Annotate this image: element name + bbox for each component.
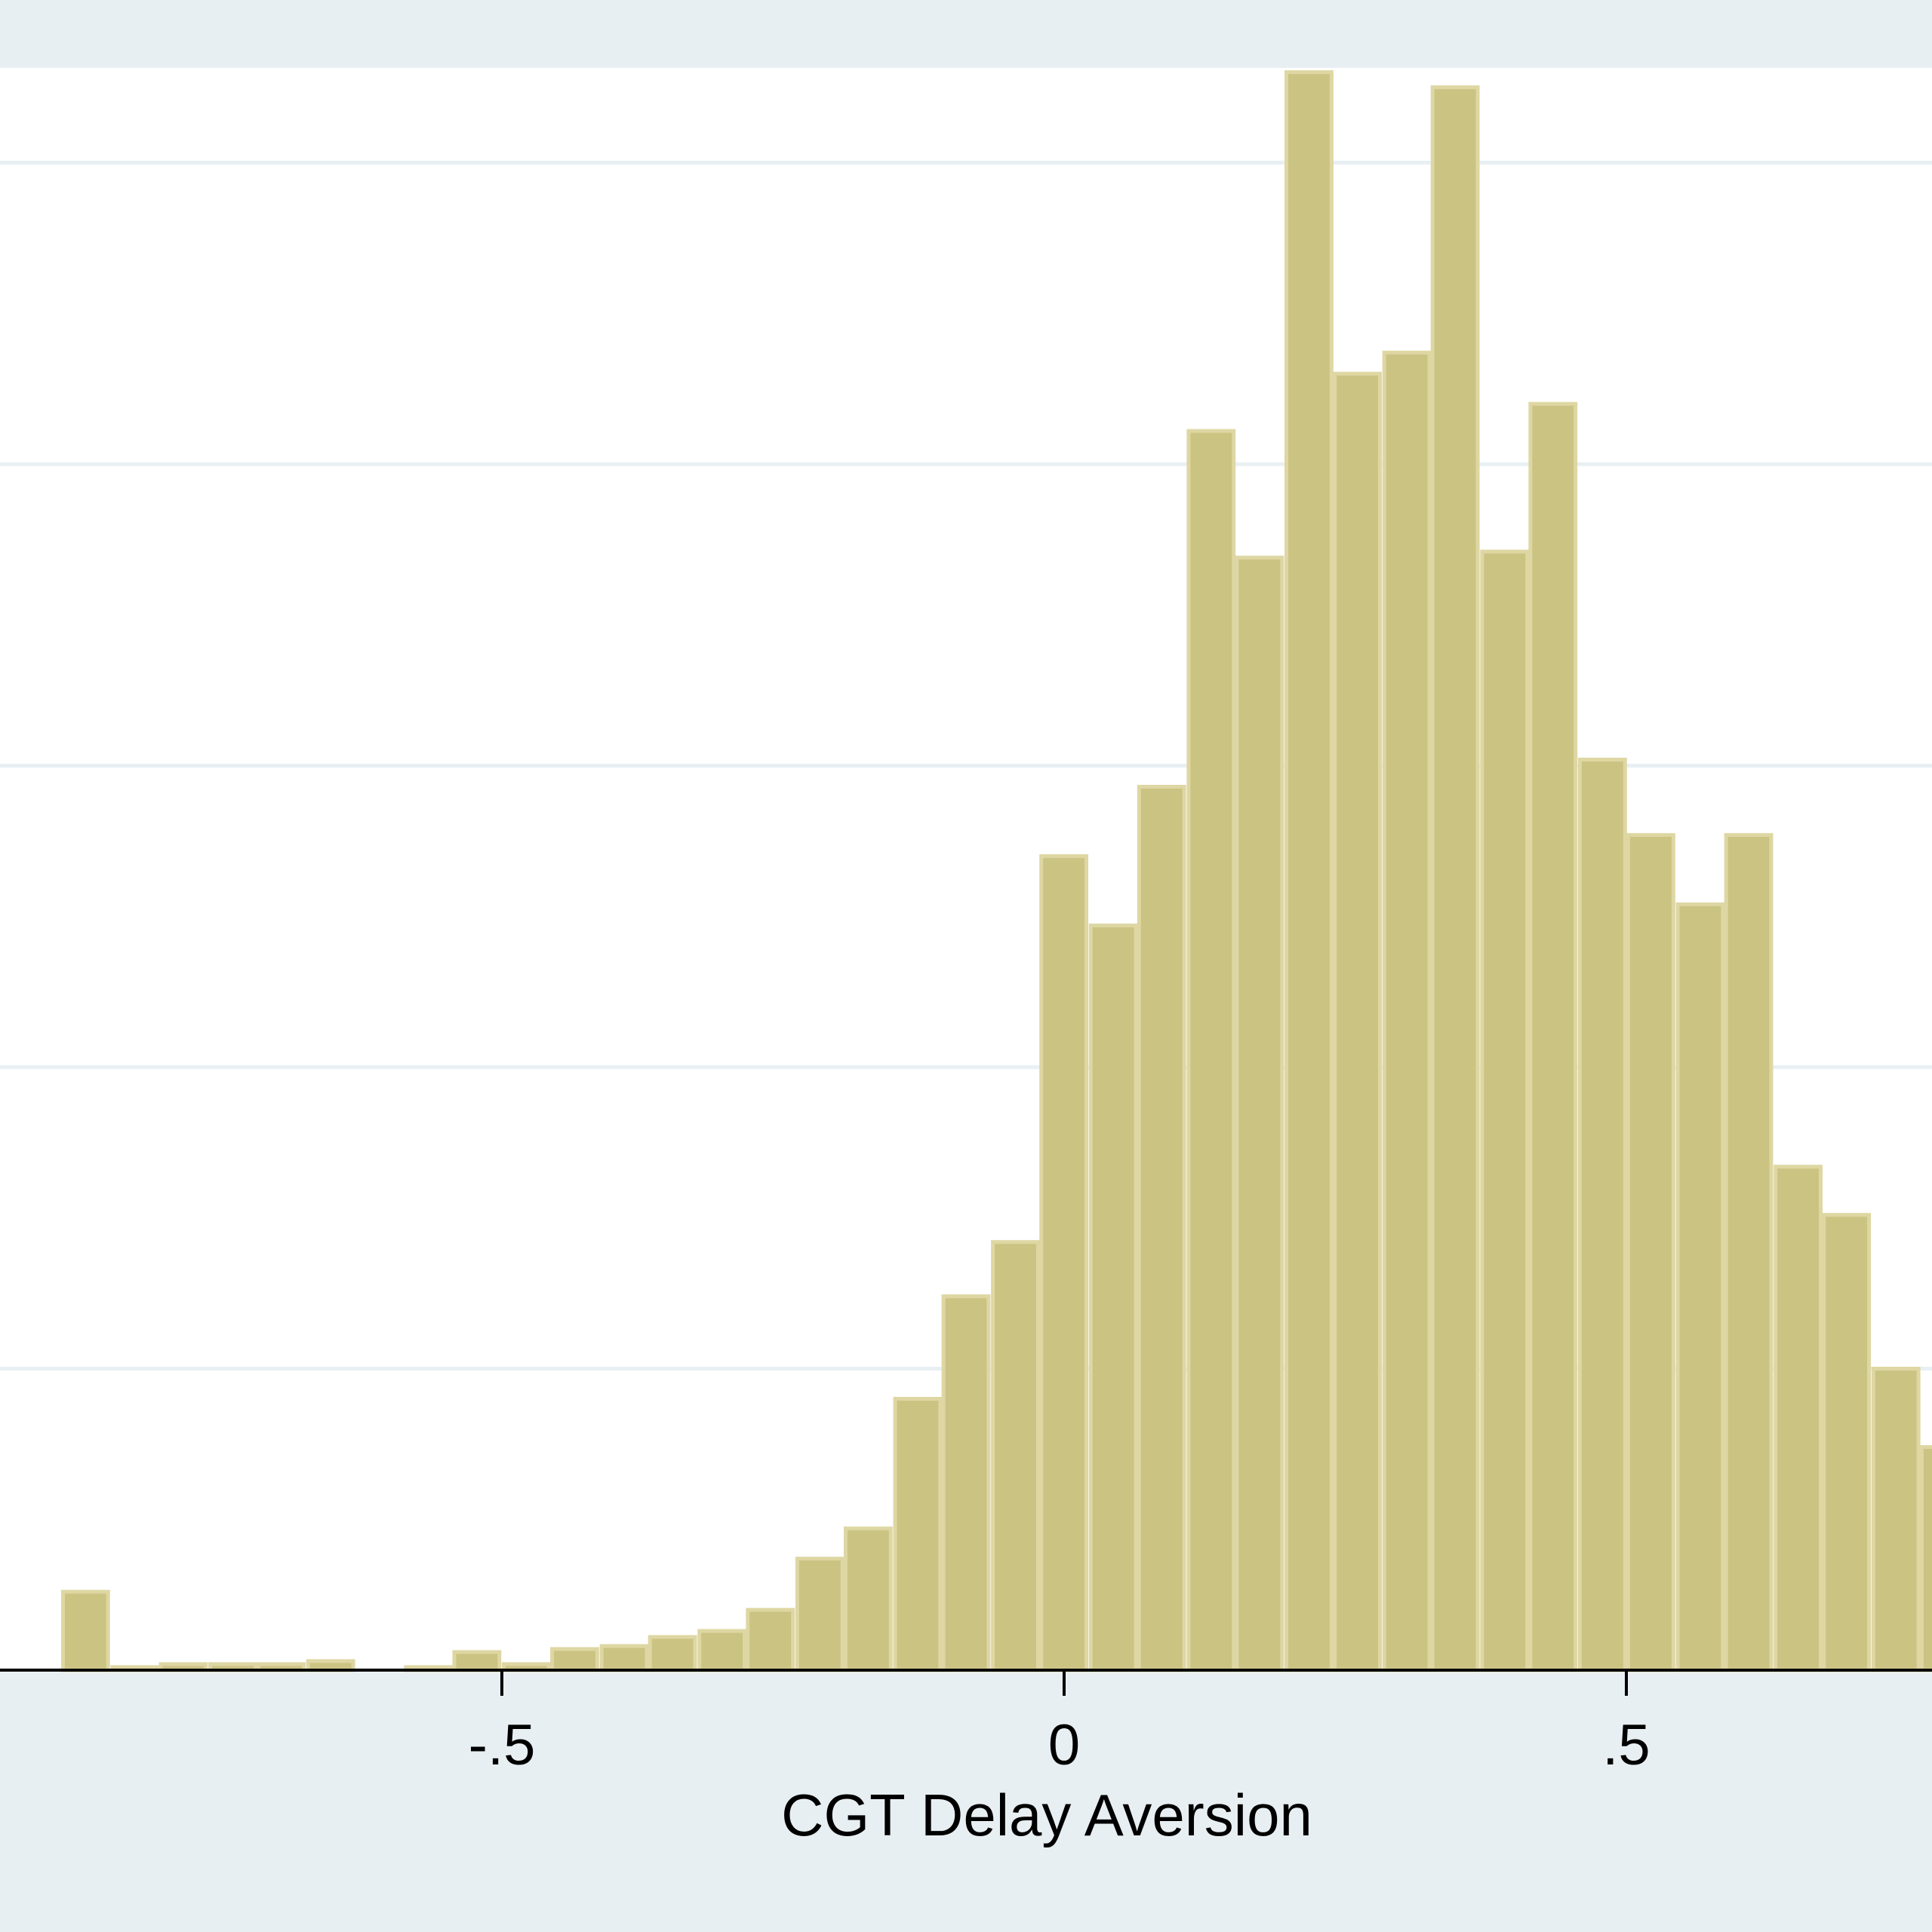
histogram-bar	[1430, 85, 1480, 1672]
histogram-bar	[1235, 555, 1284, 1672]
histogram-bar	[1333, 371, 1382, 1672]
histogram-bar	[746, 1607, 795, 1672]
histogram-bar	[893, 1396, 943, 1672]
histogram-bar	[1822, 1213, 1872, 1672]
histogram-bar	[1186, 429, 1236, 1672]
x-tick-label: 0	[1048, 1713, 1080, 1777]
histogram-bar	[1577, 758, 1627, 1672]
histogram-bar	[1528, 401, 1578, 1672]
histogram-bar	[452, 1650, 502, 1672]
histogram-bar	[991, 1240, 1040, 1672]
histogram-bar	[1382, 350, 1432, 1672]
histogram-bar	[1480, 549, 1530, 1672]
x-tick-label: -.5	[469, 1713, 536, 1777]
histogram-bar	[1871, 1367, 1921, 1672]
histogram-bars	[60, 70, 1932, 1672]
x-axis-ticks: -.5 0 .5	[469, 1670, 1651, 1777]
histogram-bar	[1137, 784, 1186, 1672]
histogram-bar	[60, 1589, 110, 1672]
histogram-bar	[1724, 832, 1774, 1672]
histogram-bar	[550, 1647, 599, 1672]
histogram-bar	[1626, 832, 1675, 1672]
histogram-bar	[843, 1526, 893, 1672]
histogram-bar	[697, 1629, 747, 1672]
histogram-bar	[599, 1644, 649, 1672]
histogram-bar	[941, 1294, 991, 1672]
histogram-bar	[1675, 902, 1725, 1672]
histogram-bar	[648, 1635, 697, 1672]
histogram-bar	[1039, 854, 1089, 1672]
histogram-bar	[1088, 923, 1138, 1672]
histogram-bar	[1284, 70, 1334, 1672]
x-axis-title: CGT Delay Aversion	[781, 1782, 1312, 1848]
x-tick-label: .5	[1602, 1713, 1650, 1777]
histogram-bar	[1774, 1164, 1823, 1672]
histogram-bar	[795, 1556, 844, 1672]
histogram-bar	[1919, 1444, 1932, 1672]
